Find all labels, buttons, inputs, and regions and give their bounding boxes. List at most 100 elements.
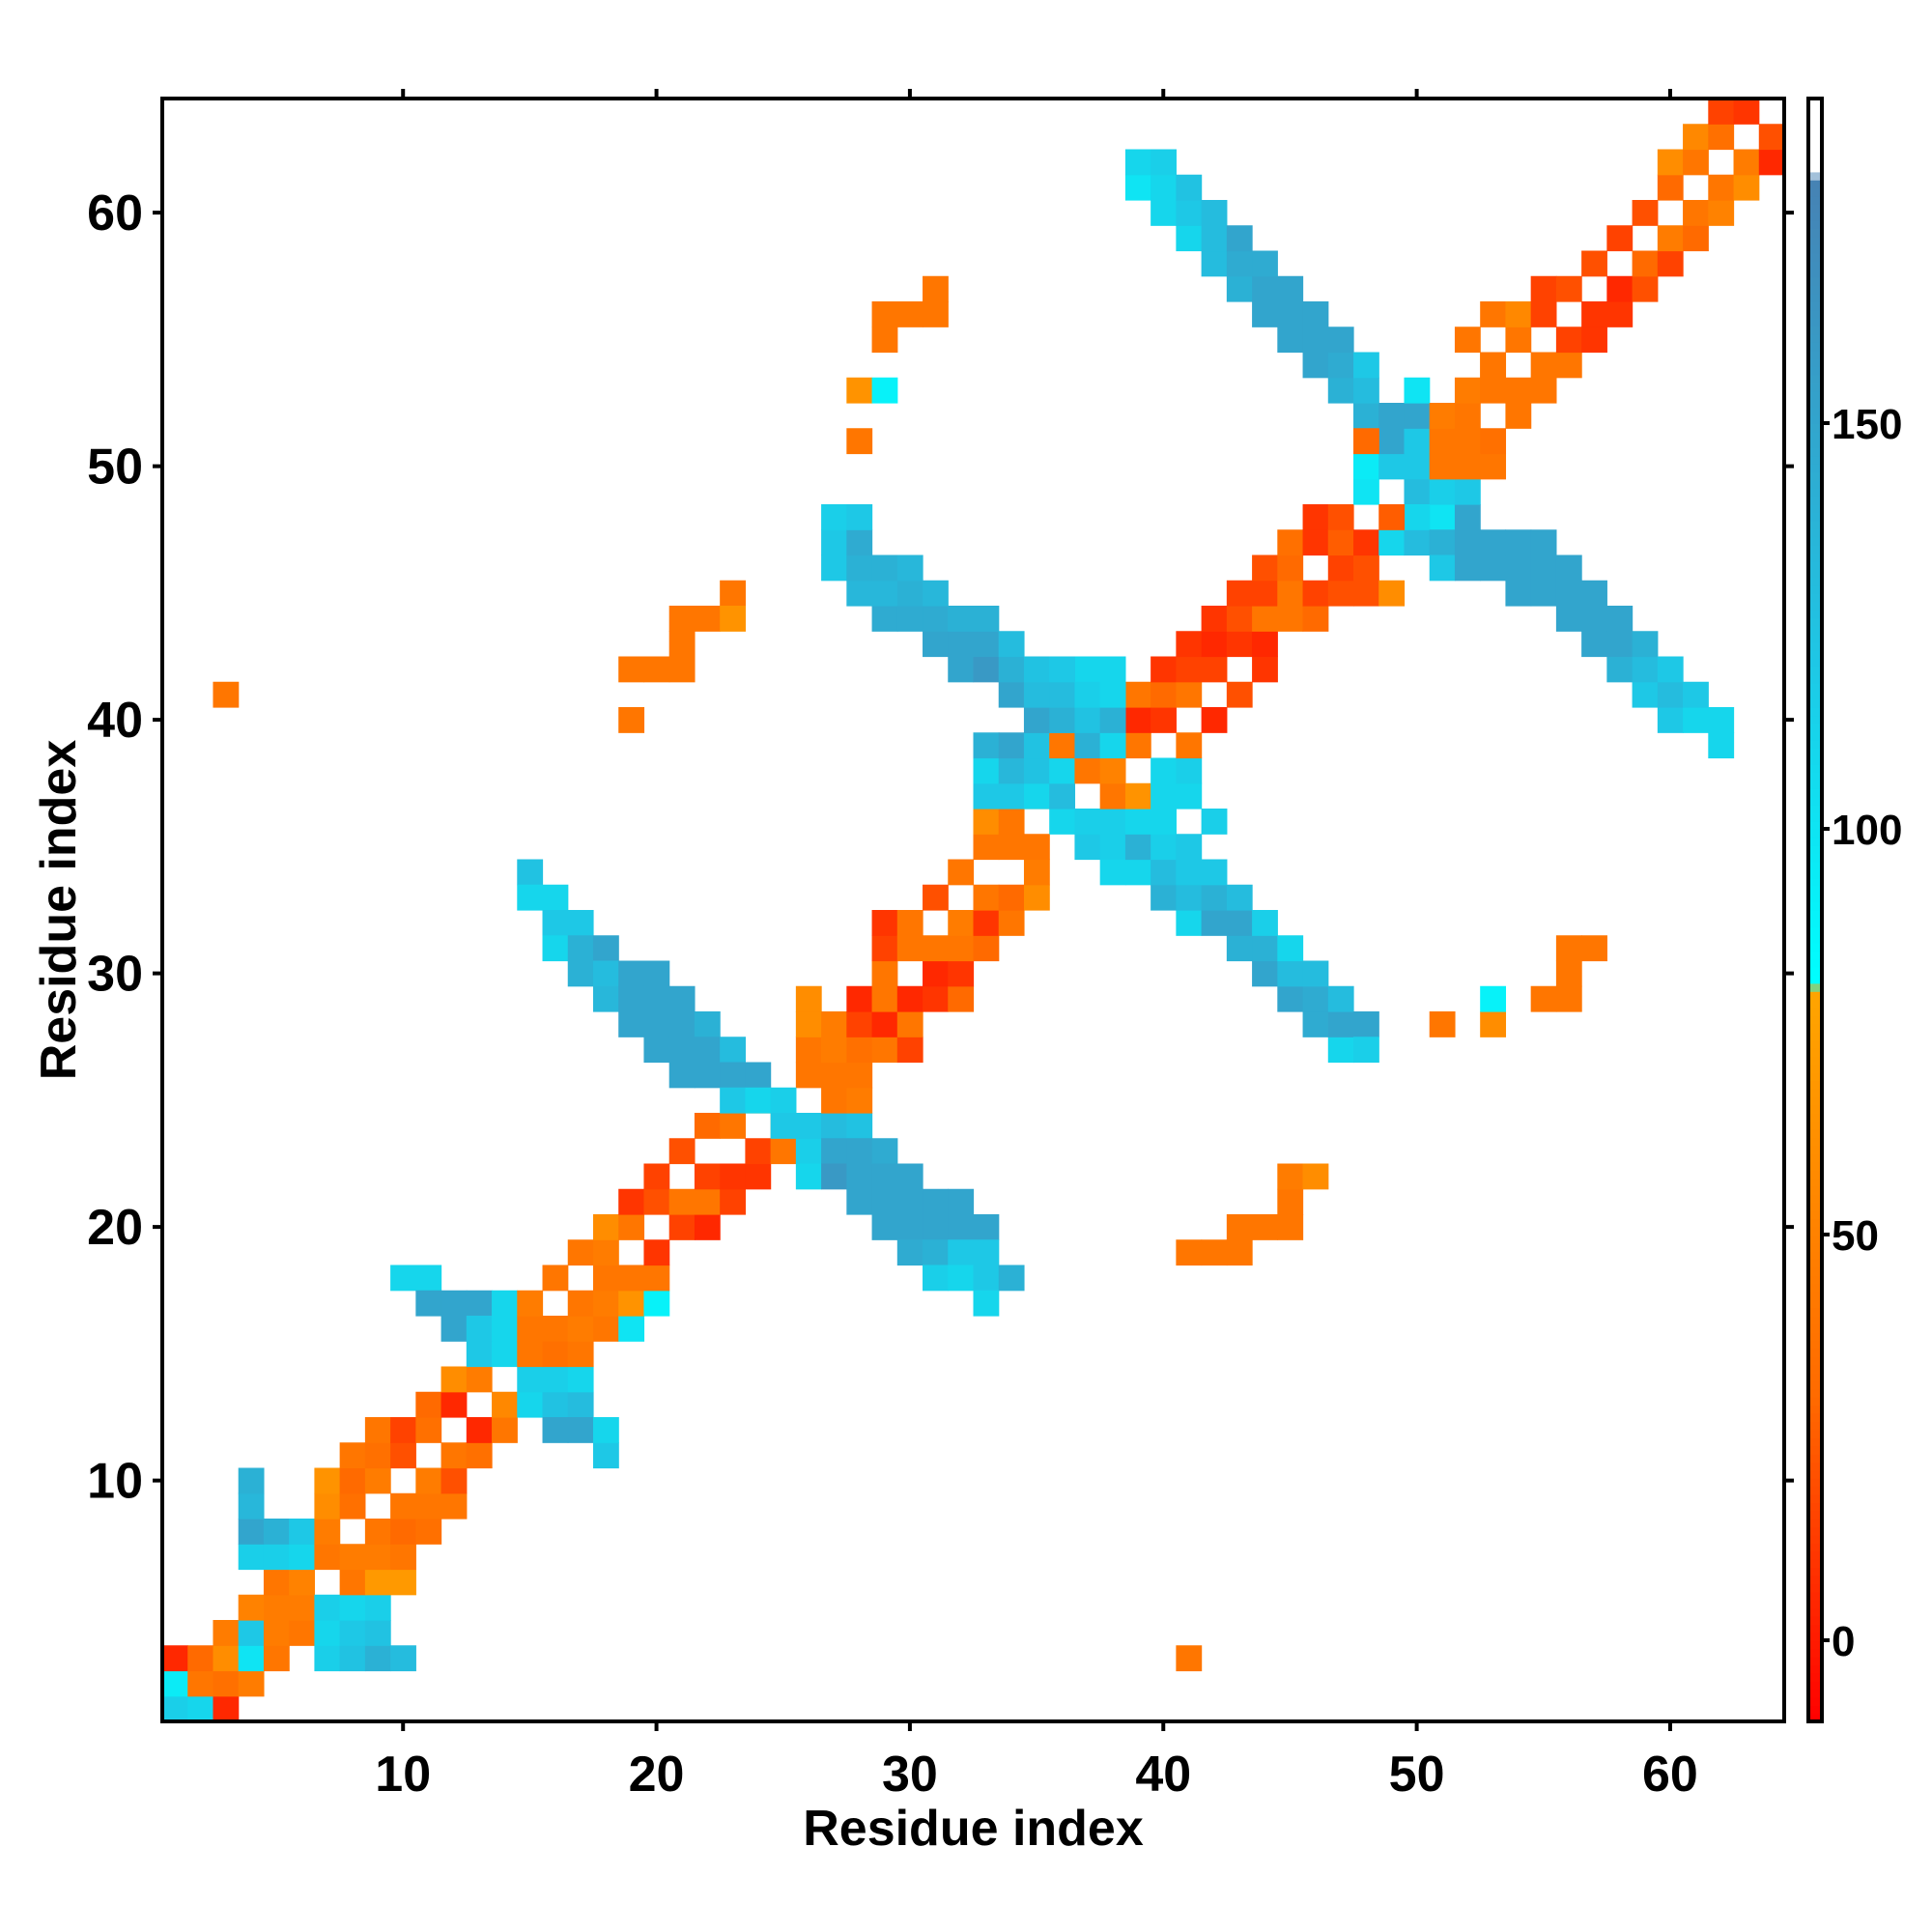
heatmap-cell: [643, 1011, 670, 1037]
y-axis-title: Residue index: [31, 740, 87, 1081]
heatmap-cell: [1277, 1163, 1304, 1190]
heatmap-cell: [263, 1544, 290, 1571]
heatmap-cell: [846, 1113, 873, 1139]
heatmap-cell: [998, 782, 1025, 810]
colorbar-segment: [1808, 1600, 1822, 1609]
colorbar-segment: [1808, 431, 1822, 440]
heatmap-cell: [1758, 149, 1785, 176]
heatmap-cell: [694, 1062, 721, 1089]
heatmap-cell: [1151, 200, 1177, 226]
heatmap-cell: [542, 1316, 569, 1342]
colorbar-segment: [1808, 1469, 1822, 1479]
colorbar-segment: [1808, 1591, 1822, 1601]
colorbar-segment: [1808, 236, 1822, 245]
heatmap-cell: [390, 1492, 416, 1520]
heatmap-cell: [871, 554, 898, 582]
heatmap-cell: [871, 1011, 898, 1037]
heatmap-cell: [1353, 403, 1379, 429]
heatmap-cell: [1023, 782, 1050, 810]
heatmap-cell: [1632, 656, 1659, 683]
heatmap-cell: [1049, 681, 1076, 708]
heatmap-cell: [1657, 149, 1684, 176]
heatmap-cell: [1353, 453, 1379, 480]
heatmap-cell: [1378, 403, 1406, 429]
colorbar-segment: [1808, 301, 1822, 311]
colorbar-segment: [1808, 390, 1822, 400]
heatmap-cell: [668, 985, 696, 1012]
colorbar-segment: [1808, 455, 1822, 465]
heatmap-cell: [1023, 681, 1050, 708]
heatmap-cell: [1151, 149, 1177, 176]
heatmap-cell: [1555, 580, 1582, 607]
colorbar-segment: [1808, 804, 1822, 813]
colorbar-segment: [1808, 1039, 1822, 1049]
heatmap-cell: [466, 1341, 493, 1368]
colorbar-segment: [1808, 212, 1822, 221]
heatmap-cell: [1176, 1645, 1203, 1672]
heatmap-cell: [1226, 910, 1253, 936]
heatmap-cell: [517, 1366, 544, 1393]
heatmap-cell: [1683, 681, 1709, 708]
heatmap-cell: [390, 1544, 416, 1571]
heatmap-cell: [846, 428, 873, 455]
colorbar-frame: [1806, 97, 1824, 1723]
colorbar-segment: [1808, 1128, 1822, 1138]
heatmap-cell: [1023, 859, 1050, 886]
colorbar-segment: [1808, 1323, 1822, 1333]
colorbar-segment: [1808, 1307, 1822, 1317]
colorbar-segment: [1808, 1607, 1822, 1617]
heatmap-cell: [1404, 504, 1431, 530]
heatmap-cell: [846, 377, 873, 404]
heatmap-cell: [1124, 707, 1151, 733]
colorbar-segment: [1808, 1104, 1822, 1114]
heatmap-cell: [1201, 200, 1228, 226]
colorbar-segment: [1808, 528, 1822, 538]
heatmap-cell: [440, 1366, 468, 1393]
heatmap-cell: [1353, 377, 1379, 404]
heatmap-cell: [1277, 529, 1304, 556]
heatmap-cell: [314, 1492, 341, 1520]
heatmap-cell: [1708, 99, 1735, 125]
colorbar-segment: [1808, 1007, 1822, 1016]
heatmap-cell: [1176, 910, 1203, 936]
heatmap-cell: [1632, 275, 1659, 302]
heatmap-cell: [1429, 478, 1456, 505]
heatmap-cell: [923, 884, 949, 911]
heatmap-cell: [948, 960, 975, 987]
heatmap-cell: [1429, 403, 1456, 429]
heatmap-cell: [415, 1467, 442, 1494]
heatmap-cell: [1049, 656, 1076, 683]
heatmap-cell: [1252, 606, 1278, 632]
colorbar-segment: [1808, 374, 1822, 384]
heatmap-cell: [314, 1620, 341, 1646]
colorbar-segment: [1808, 1047, 1822, 1057]
heatmap-cell: [1302, 960, 1329, 987]
heatmap-cell: [973, 884, 1000, 911]
heatmap-cell: [998, 757, 1025, 784]
colorbar-segment: [1808, 812, 1822, 822]
colorbar-segment: [1808, 261, 1822, 270]
colorbar-segment: [1808, 1242, 1822, 1252]
heatmap-cell: [795, 1062, 822, 1089]
heatmap-cell: [1252, 935, 1278, 962]
heatmap-cell: [1124, 681, 1151, 708]
heatmap-cell: [263, 1594, 290, 1621]
heatmap-cell: [542, 910, 569, 936]
heatmap-cell: [1581, 606, 1607, 632]
heatmap-cell: [720, 580, 746, 607]
heatmap-cell: [973, 732, 1000, 759]
colorbar-segment: [1808, 942, 1822, 952]
colorbar-segment: [1808, 780, 1822, 789]
colorbar-segment: [1808, 650, 1822, 660]
heatmap-cell: [1201, 859, 1228, 886]
colorbar-segment: [1808, 1543, 1822, 1552]
colorbar-segment: [1808, 1169, 1822, 1179]
heatmap-cell: [1124, 809, 1151, 835]
heatmap-cell: [973, 1214, 1000, 1240]
heatmap-cell: [923, 301, 949, 327]
heatmap-cell: [1505, 377, 1532, 404]
heatmap-cell: [213, 1620, 240, 1646]
heatmap-cell: [1454, 478, 1481, 505]
heatmap-cell: [289, 1544, 315, 1571]
heatmap-cell: [871, 910, 898, 936]
